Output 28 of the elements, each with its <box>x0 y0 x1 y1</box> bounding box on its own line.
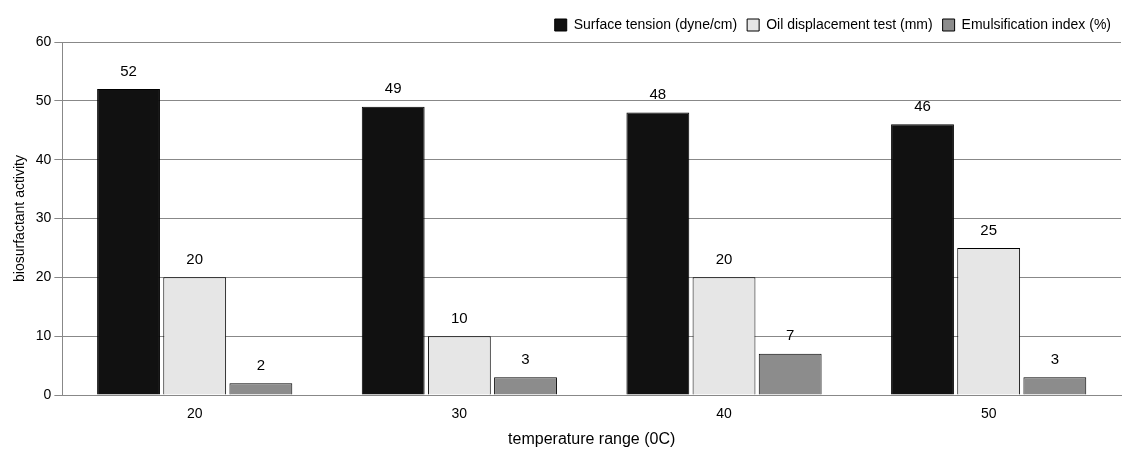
legend-label: Surface tension (dyne/cm) <box>573 15 738 32</box>
data-label: 25 <box>980 220 998 238</box>
y-tick-label: 0 <box>43 385 52 402</box>
data-label: 3 <box>521 349 530 367</box>
data-label: 2 <box>256 355 266 373</box>
data-label: 7 <box>786 326 795 344</box>
y-tick-label: 60 <box>35 32 52 49</box>
y-tick-label: 20 <box>35 268 52 285</box>
x-tick-label: 30 <box>451 405 468 422</box>
y-tick-label: 40 <box>35 150 52 167</box>
data-label: 10 <box>451 308 468 326</box>
legend-label: Oil displacement test (mm) <box>766 15 933 32</box>
y-tick-label: 30 <box>35 209 52 226</box>
data-label: 49 <box>384 79 402 97</box>
x-tick-label: 20 <box>186 405 203 422</box>
y-tick-label: 10 <box>35 327 52 344</box>
x-axis-title: temperature range (0C) <box>508 429 676 447</box>
data-label: 48 <box>649 85 667 103</box>
data-label: 52 <box>120 61 137 79</box>
data-label: 20 <box>715 249 733 267</box>
x-tick-label: 50 <box>980 405 997 422</box>
y-tick-label: 50 <box>35 91 52 108</box>
data-label: 20 <box>186 249 204 267</box>
legend-label: Emulsification index (%) <box>961 15 1111 32</box>
data-label: 46 <box>914 97 931 115</box>
data-label: 3 <box>1050 349 1060 367</box>
y-axis-title: biosurfactant activity <box>11 155 28 282</box>
x-tick-label: 40 <box>716 405 733 422</box>
